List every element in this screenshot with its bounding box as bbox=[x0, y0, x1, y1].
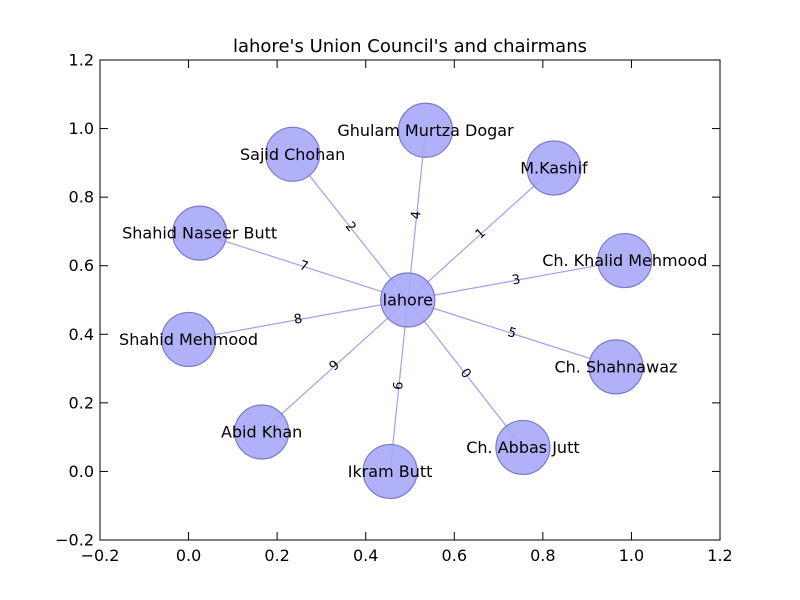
edge bbox=[407, 130, 427, 301]
node-labels: Ch. Abbas Jutt M.Kashif Sajid Chohan Ch. Kh… bbox=[119, 121, 707, 481]
node-label: Shahid Mehmood bbox=[119, 330, 258, 349]
x-tick-label: 1.2 bbox=[707, 546, 732, 565]
edge-label: 3 bbox=[511, 272, 522, 288]
node bbox=[265, 126, 321, 182]
node bbox=[495, 419, 551, 476]
node bbox=[526, 140, 582, 196]
node bbox=[160, 311, 217, 368]
edge-label: 8 bbox=[293, 312, 304, 328]
plot-frame bbox=[99, 59, 721, 541]
x-tick-label: 0.4 bbox=[353, 546, 378, 565]
node-label: Ghulam Murtza Dogar bbox=[337, 121, 514, 140]
edge bbox=[407, 259, 625, 301]
edge-label: 2 bbox=[342, 219, 359, 235]
node bbox=[234, 404, 290, 460]
node bbox=[588, 339, 644, 395]
y-tick-label: 0.4 bbox=[69, 325, 94, 344]
node-label: M.Kashif bbox=[520, 159, 588, 178]
node-label: Ch. Shahnawaz bbox=[554, 357, 677, 376]
y-axis-ticks: −0.2 0.0 0.2 0.4 0.6 0.8 1.0 1.2 bbox=[55, 51, 720, 550]
edge bbox=[407, 299, 617, 368]
node-label: Ch. Abbas Jutt bbox=[466, 438, 579, 457]
x-axis-ticks: −0.2 0.0 0.2 0.4 0.6 0.8 1.0 1.2 bbox=[81, 60, 733, 565]
y-tick-label: 0.6 bbox=[69, 256, 94, 275]
center-node bbox=[380, 272, 436, 328]
edge-label: 5 bbox=[506, 325, 518, 342]
node bbox=[172, 205, 228, 261]
x-tick-label: −0.2 bbox=[81, 546, 120, 565]
node-label: Shahid Naseer Butt bbox=[122, 224, 277, 243]
x-tick-label: 0.6 bbox=[442, 546, 467, 565]
node bbox=[362, 443, 418, 500]
edge-label: 7 bbox=[297, 258, 309, 275]
x-tick-label: 0.2 bbox=[264, 546, 289, 565]
x-tick-label: 0.8 bbox=[530, 546, 555, 565]
edge bbox=[261, 299, 409, 433]
chart-title: lahore's Union Council's and chairmans bbox=[233, 36, 587, 57]
x-tick-label: 1.0 bbox=[619, 546, 644, 565]
y-tick-label: 1.0 bbox=[69, 119, 94, 138]
edge bbox=[389, 299, 409, 472]
node-label: Ikram Butt bbox=[348, 462, 433, 481]
edge-label: 6 bbox=[391, 381, 407, 391]
y-tick-label: 0.8 bbox=[69, 188, 94, 207]
node-label: Ch. Khalid Mehmood bbox=[542, 251, 707, 270]
edge bbox=[407, 167, 555, 301]
node bbox=[597, 232, 653, 289]
x-tick-label: 0.0 bbox=[176, 546, 201, 565]
edge-label: 0 bbox=[457, 366, 474, 382]
y-tick-label: 0.2 bbox=[69, 393, 94, 412]
node bbox=[397, 102, 454, 158]
edge bbox=[199, 232, 408, 301]
y-tick-label: 0.0 bbox=[69, 462, 94, 481]
y-tick-label: 1.2 bbox=[69, 51, 94, 70]
center-node-label: lahore bbox=[383, 291, 433, 310]
edges bbox=[188, 130, 625, 472]
edge bbox=[407, 299, 524, 448]
node-label: Abid Khan bbox=[221, 423, 302, 442]
node-label: Sajid Chohan bbox=[240, 145, 345, 164]
edge bbox=[292, 153, 409, 301]
edge-label: 4 bbox=[409, 210, 425, 220]
y-tick-label: −0.2 bbox=[55, 531, 94, 550]
nodes bbox=[160, 102, 653, 500]
edge bbox=[188, 299, 408, 341]
